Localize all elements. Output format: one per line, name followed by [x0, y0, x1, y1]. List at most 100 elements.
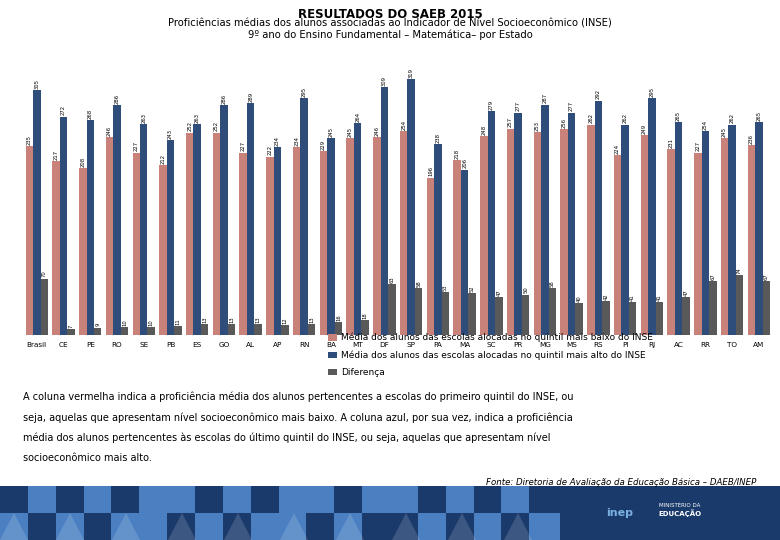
Text: 229: 229: [321, 140, 326, 150]
Polygon shape: [0, 513, 28, 540]
Polygon shape: [448, 513, 476, 540]
Bar: [729, 125, 736, 335]
Text: 13: 13: [256, 316, 261, 323]
Bar: [362, 513, 390, 540]
Text: 217: 217: [54, 150, 58, 159]
Bar: [585, 486, 613, 513]
Text: 18: 18: [363, 313, 367, 319]
Text: 295: 295: [302, 87, 307, 97]
Bar: [629, 302, 636, 335]
Bar: [747, 145, 755, 335]
Text: 262: 262: [622, 113, 628, 124]
Bar: [278, 486, 307, 513]
Bar: [514, 112, 522, 335]
Bar: [55, 513, 83, 540]
Text: 245: 245: [348, 127, 353, 137]
Polygon shape: [168, 513, 196, 540]
Polygon shape: [336, 513, 364, 540]
Bar: [112, 513, 140, 540]
Bar: [250, 513, 278, 540]
Text: 256: 256: [562, 118, 566, 128]
Bar: [441, 292, 449, 335]
Bar: [585, 513, 613, 540]
Text: 227: 227: [133, 141, 139, 152]
Text: 264: 264: [355, 112, 360, 122]
Bar: [427, 178, 434, 335]
Bar: [530, 513, 557, 540]
Bar: [418, 513, 445, 540]
Text: 236: 236: [749, 134, 753, 144]
Text: 13: 13: [202, 316, 207, 323]
Bar: [83, 513, 112, 540]
Bar: [622, 125, 629, 335]
Bar: [675, 122, 682, 335]
Bar: [193, 124, 201, 335]
Text: 13: 13: [229, 316, 234, 323]
Polygon shape: [112, 513, 140, 540]
Bar: [28, 513, 55, 540]
Text: média dos alunos pertencentes às escolas do último quintil do INSE, ou seja, aqu: média dos alunos pertencentes às escolas…: [23, 433, 551, 443]
Text: 206: 206: [463, 158, 467, 168]
Bar: [587, 125, 594, 335]
Bar: [361, 320, 369, 335]
Bar: [195, 486, 223, 513]
Text: 42: 42: [604, 293, 608, 300]
Text: 52: 52: [470, 285, 475, 292]
Text: 238: 238: [435, 133, 441, 143]
Bar: [239, 153, 247, 335]
Text: 319: 319: [409, 68, 413, 78]
Bar: [507, 129, 514, 335]
Bar: [327, 138, 335, 335]
Text: 295: 295: [650, 87, 654, 97]
Bar: [0, 486, 28, 513]
Text: inep: inep: [607, 508, 633, 518]
Text: 12: 12: [282, 317, 288, 324]
Bar: [557, 486, 585, 513]
Text: 263: 263: [141, 113, 146, 123]
Bar: [725, 486, 752, 513]
Text: RESULTADOS DO SAEB 2015: RESULTADOS DO SAEB 2015: [298, 8, 482, 21]
Text: 277: 277: [516, 101, 520, 111]
Text: 252: 252: [187, 122, 192, 131]
Text: 58: 58: [550, 280, 555, 287]
Bar: [568, 112, 576, 335]
Bar: [668, 486, 697, 513]
Text: 47: 47: [683, 289, 689, 296]
Bar: [293, 147, 300, 335]
Bar: [174, 326, 182, 335]
Text: 7: 7: [69, 325, 73, 328]
Text: MINISTÉRIO DA: MINISTÉRIO DA: [659, 502, 700, 508]
Bar: [133, 153, 140, 335]
Polygon shape: [280, 513, 308, 540]
Text: 70: 70: [42, 271, 47, 278]
Bar: [697, 486, 725, 513]
Bar: [26, 146, 33, 335]
Text: 286: 286: [222, 94, 226, 104]
Bar: [752, 513, 780, 540]
Bar: [79, 168, 87, 335]
Bar: [159, 165, 167, 335]
Text: 253: 253: [535, 120, 540, 131]
Bar: [228, 325, 236, 335]
Bar: [346, 138, 354, 335]
Text: 67: 67: [711, 273, 715, 280]
Text: 67: 67: [764, 273, 769, 280]
Bar: [640, 486, 668, 513]
Bar: [721, 138, 729, 335]
Text: 262: 262: [588, 113, 594, 124]
Text: 231: 231: [668, 138, 674, 149]
Bar: [28, 486, 55, 513]
Bar: [480, 136, 488, 335]
Text: 289: 289: [248, 92, 254, 102]
Bar: [613, 513, 640, 540]
Bar: [94, 328, 101, 335]
Bar: [52, 161, 60, 335]
Bar: [201, 325, 208, 335]
Bar: [195, 513, 223, 540]
Text: 227: 227: [241, 141, 246, 152]
Bar: [668, 513, 697, 540]
Bar: [55, 486, 83, 513]
Text: 47: 47: [496, 289, 502, 296]
Bar: [755, 122, 763, 335]
Bar: [140, 486, 167, 513]
